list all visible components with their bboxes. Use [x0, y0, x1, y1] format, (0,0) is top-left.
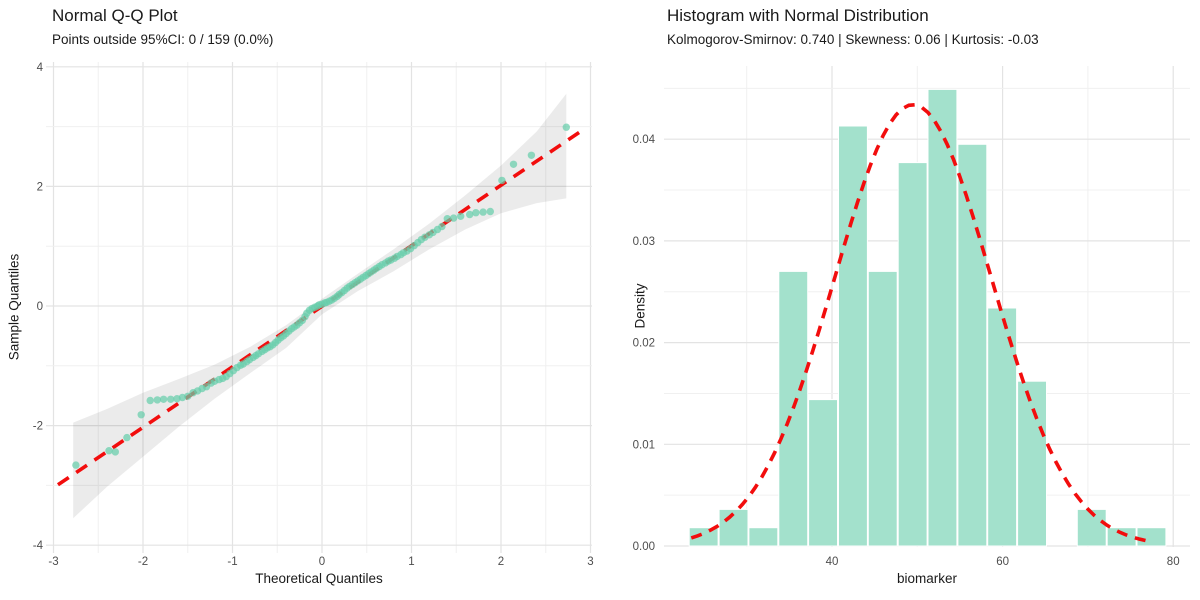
axis-tick-label: 0.03	[633, 236, 655, 248]
hist-bar	[1076, 508, 1107, 547]
qq-point	[449, 214, 458, 222]
qq-point	[167, 395, 175, 403]
axis-tick-label: 4	[37, 62, 44, 74]
qq-point	[137, 411, 145, 419]
histogram-y-axis-title: Density	[632, 283, 648, 329]
qq-title: Normal Q-Q Plot	[52, 6, 178, 25]
hist-bar	[778, 270, 809, 547]
qq-point	[486, 207, 494, 216]
qq-canvas: -3 -2 -1 0 1 2 3 -4 -2 0 2 4	[33, 62, 594, 568]
hist-bar	[867, 270, 898, 547]
axis-tick-label: -2	[138, 556, 148, 568]
qq-point	[105, 447, 113, 455]
qq-point	[562, 123, 570, 131]
hist-bar	[1106, 527, 1137, 547]
hist-bar	[808, 399, 839, 547]
hist-bar	[957, 143, 988, 547]
qq-point	[527, 151, 536, 159]
hist-bar	[1017, 380, 1048, 547]
axis-tick-label: 0.04	[633, 134, 656, 146]
hist-bar	[748, 527, 779, 547]
hist-bar	[688, 527, 719, 547]
axis-tick-label: 0.00	[633, 541, 655, 553]
hist-normal-curve	[690, 102, 1146, 543]
qq-point	[509, 160, 518, 168]
histogram-panel: Histogram with Normal Distribution Kolmo…	[600, 0, 1200, 600]
qq-point	[146, 396, 154, 405]
qq-point	[479, 208, 487, 216]
qq-point	[498, 176, 506, 185]
axis-tick-label: 0.01	[633, 439, 655, 451]
axis-tick-label: 2	[498, 556, 504, 568]
hist-bar	[897, 162, 928, 547]
axis-tick-label: 1	[408, 556, 414, 568]
qq-point	[457, 212, 465, 220]
axis-tick-label: -1	[227, 556, 237, 568]
qq-point	[466, 210, 474, 219]
axis-tick-label: 80	[1167, 556, 1180, 568]
qq-y-axis-title: Sample Quantiles	[6, 253, 22, 361]
qq-point	[443, 215, 451, 223]
axis-tick-label: 0.02	[633, 338, 655, 350]
qq-plot-panel: Normal Q-Q Plot Points outside 95%CI: 0 …	[6, 6, 594, 586]
qq-point	[72, 461, 80, 469]
qq-point	[159, 395, 168, 403]
axis-tick-label: 2	[37, 181, 43, 193]
hist-bar	[1136, 527, 1167, 547]
axis-tick-label: -3	[48, 556, 58, 568]
hist-bar	[987, 307, 1018, 547]
qq-subtitle: Points outside 95%CI: 0 / 159 (0.0%)	[52, 32, 274, 47]
qq-x-axis-title: Theoretical Quantiles	[255, 571, 383, 586]
axis-tick-label: -2	[33, 421, 43, 433]
histogram-subtitle: Kolmogorov-Smirnov: 0.740 | Skewness: 0.…	[667, 32, 1039, 47]
hist-canvas: 40 60 80 0.00 0.01 0.02 0.03 0.04	[633, 66, 1190, 568]
qq-point	[472, 209, 480, 217]
axis-tick-label: 40	[826, 556, 839, 568]
histogram-title: Histogram with Normal Distribution	[667, 6, 929, 25]
qq-point	[184, 392, 192, 400]
histogram-x-axis-title: biomarker	[896, 571, 958, 586]
axis-tick-label: 60	[996, 556, 1009, 568]
hist-bar	[927, 88, 958, 547]
qq-point	[438, 222, 446, 231]
hist-bar	[838, 125, 868, 547]
qq-point	[153, 396, 161, 404]
axis-tick-label: -4	[33, 540, 44, 552]
axis-tick-label: 3	[587, 556, 593, 568]
qq-point	[111, 448, 120, 456]
axis-tick-label: 0	[319, 556, 325, 568]
qq-point	[123, 433, 131, 442]
axis-tick-label: 0	[37, 301, 43, 313]
